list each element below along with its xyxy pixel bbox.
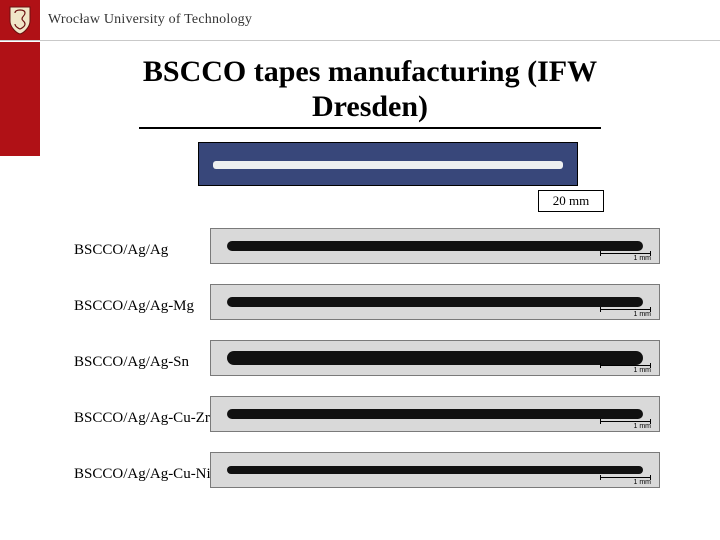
shield-icon [8,5,32,35]
mm-scale-label: 1 mm [634,479,652,486]
mm-scale-label: 1 mm [634,367,652,374]
superconductor-core [227,466,643,474]
university-name: Wrocław University of Technology [48,12,252,28]
slide-title: BSCCO tapes manufacturing (IFW Dresden) [60,54,680,129]
mm-scale: 1 mm [581,475,651,485]
slide: Wrocław University of Technology BSCCO t… [0,0,720,540]
cross-section-image: 1 mm [210,340,660,376]
superconductor-core [227,297,643,307]
raw-tape-strip [213,161,563,169]
raw-tape-photo [198,142,578,186]
sample-strips-column: 1 mm 1 mm 1 mm [210,218,670,498]
cross-section-image: 1 mm [210,452,660,488]
cross-section-image: 1 mm [210,284,660,320]
mm-scale: 1 mm [581,363,651,373]
logo-block [0,0,40,40]
title-wrap: BSCCO tapes manufacturing (IFW Dresden) [60,54,680,129]
red-side-bar [0,42,40,156]
superconductor-core [227,241,643,251]
cross-section-image: 1 mm [210,396,660,432]
sample-strip-row: 1 mm [210,274,670,330]
header-bar: Wrocław University of Technology [0,0,720,40]
sample-strip-row: 1 mm [210,218,670,274]
mm-scale: 1 mm [581,251,651,261]
sample-strip-row: 1 mm [210,330,670,386]
sample-strip-row: 1 mm [210,442,670,498]
mm-scale-label: 1 mm [634,423,652,430]
scale-20mm-label: 20 mm [538,190,604,212]
sample-strip-row: 1 mm [210,386,670,442]
header-underline [0,40,720,41]
mm-scale: 1 mm [581,419,651,429]
title-line-2: Dresden) [312,90,428,123]
mm-scale-label: 1 mm [634,255,652,262]
title-line-1: BSCCO tapes manufacturing (IFW [143,55,597,88]
mm-scale: 1 mm [581,307,651,317]
superconductor-core [227,409,643,419]
mm-scale-label: 1 mm [634,311,652,318]
cross-section-image: 1 mm [210,228,660,264]
